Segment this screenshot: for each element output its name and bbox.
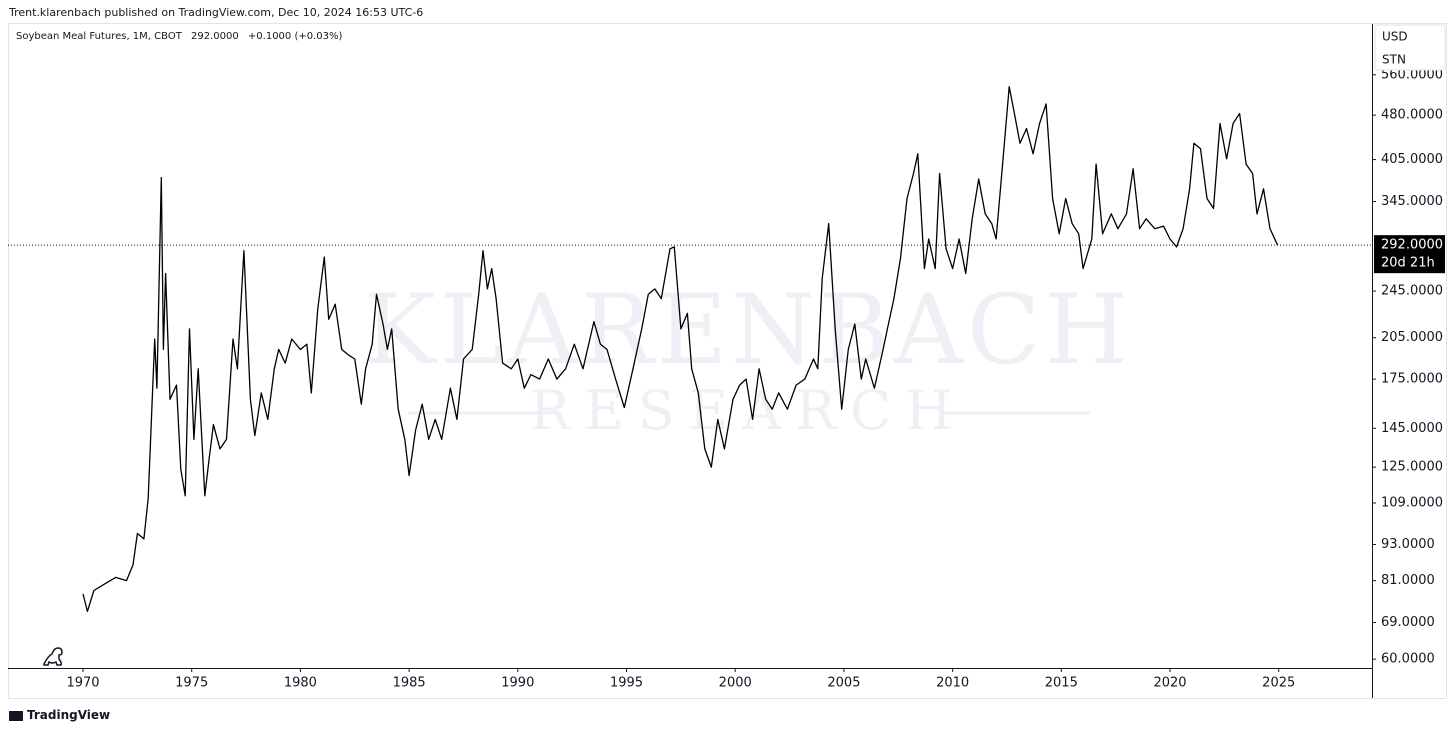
price-line [82,86,1279,613]
y-tick-label: 109.0000 [1381,495,1443,510]
y-tick-label: 560.0000 [1381,67,1443,82]
header-price: 292.0000 [191,31,239,42]
x-tick-label: 1985 [393,676,426,691]
y-tick-label: 175.0000 [1381,372,1443,387]
watermark-subtitle: RESEARCH [530,379,967,442]
y-tick-label: 145.0000 [1381,421,1443,436]
y-tick-label: 81.0000 [1381,573,1435,588]
x-tick-label: 2005 [827,676,860,691]
y-tick-label: 405.0000 [1381,152,1443,167]
x-tick-label: 1990 [501,676,534,691]
x-tick-label: 2020 [1153,676,1186,691]
brand-text: TradingView [27,708,111,722]
currency-box [1374,24,1446,71]
price-label-box [1374,235,1445,274]
symbol: Soybean Meal Futures, 1M, CBOT [16,31,182,42]
y-tick-label: 125.0000 [1381,460,1443,475]
x-tick-label: 2000 [719,676,752,691]
unit: STN [1382,53,1406,67]
x-tick-label: 1970 [66,676,99,691]
y-tick-label: 93.0000 [1381,537,1435,552]
y-tick-label: 345.0000 [1381,194,1443,209]
published-note: Trent.klarenbach published on TradingVie… [9,6,424,19]
countdown-label: 20d 21h [1381,256,1435,271]
y-tick-label: 480.0000 [1381,108,1443,123]
x-tick-label: 2015 [1045,676,1078,691]
price-label: 292.0000 [1381,238,1443,253]
logo-icon [43,647,63,666]
x-tick-label: 1995 [610,676,643,691]
watermark: KLARENBACH RESEARCH [364,274,1132,442]
y-tick-label: 205.0000 [1381,330,1443,345]
header-change: +0.1000 (+0.03%) [247,31,343,42]
chart-frame [8,23,1447,699]
y-tick-label: 245.0000 [1381,284,1443,299]
x-tick-label: 2010 [936,676,969,691]
x-tick-label: 2025 [1262,676,1295,691]
symbol-header: Soybean Meal Futures, 1M, CBOT 292.0000 … [16,31,342,42]
brand-logo [9,710,23,721]
x-tick-label: 1980 [284,676,317,691]
y-tick-label: 60.0000 [1381,652,1435,667]
footer-brand: TradingView [9,708,110,722]
watermark-title: KLARENBACH [364,274,1132,386]
currency: USD [1382,30,1408,44]
x-tick-label: 1975 [175,676,208,691]
y-tick-label: 69.0000 [1381,615,1435,630]
